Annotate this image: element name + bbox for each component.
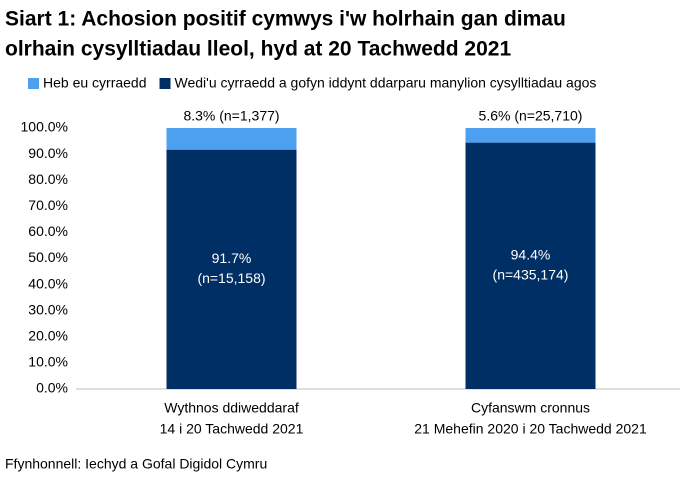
bar-segment (465, 128, 596, 143)
y-tick-label: 70.0% (28, 197, 68, 213)
y-tick-label: 100.0% (21, 119, 68, 135)
x-tick-label: 14 i 20 Tachwedd 2021 (160, 421, 304, 437)
y-tick-label: 90.0% (28, 145, 68, 161)
data-label: 94.4% (511, 247, 551, 263)
legend-label: Heb eu cyrraedd (43, 75, 147, 91)
x-tick-label: Cyfanswm cronnus (471, 400, 590, 416)
data-label: 91.7% (212, 250, 252, 266)
chart-title: Siart 1: Achosion positif cymwys i'w hol… (5, 8, 566, 31)
data-label: 5.6% (n=25,710) (479, 108, 583, 124)
y-tick-label: 80.0% (28, 171, 68, 187)
data-label: 8.3% (n=1,377) (183, 108, 279, 124)
y-tick-label: 30.0% (28, 301, 68, 317)
legend-swatch (159, 78, 171, 89)
y-tick-label: 10.0% (28, 354, 68, 370)
source: Ffynhonnell: Iechyd a Gofal Digidol Cymr… (5, 456, 267, 472)
chart-title: olrhain cysylltiadau lleol, hyd at 20 Ta… (5, 38, 511, 61)
data-label: (n=15,158) (197, 270, 265, 286)
bar-segment (166, 128, 297, 150)
data-label: (n=435,174) (493, 267, 569, 283)
y-tick-label: 0.0% (36, 380, 68, 396)
y-tick-label: 20.0% (28, 328, 68, 344)
y-tick-label: 40.0% (28, 275, 68, 291)
x-tick-label: Wythnos ddiweddaraf (164, 400, 299, 416)
y-tick-label: 50.0% (28, 249, 68, 265)
y-tick-label: 60.0% (28, 223, 68, 239)
x-tick-label: 21 Mehefin 2020 i 20 Tachwedd 2021 (414, 421, 647, 437)
legend-swatch (28, 78, 39, 89)
bar-segment (465, 142, 596, 389)
legend-label: Wedi'u cyrraedd a gofyn iddynt ddarparu … (175, 75, 597, 91)
bar-segment (166, 149, 297, 389)
